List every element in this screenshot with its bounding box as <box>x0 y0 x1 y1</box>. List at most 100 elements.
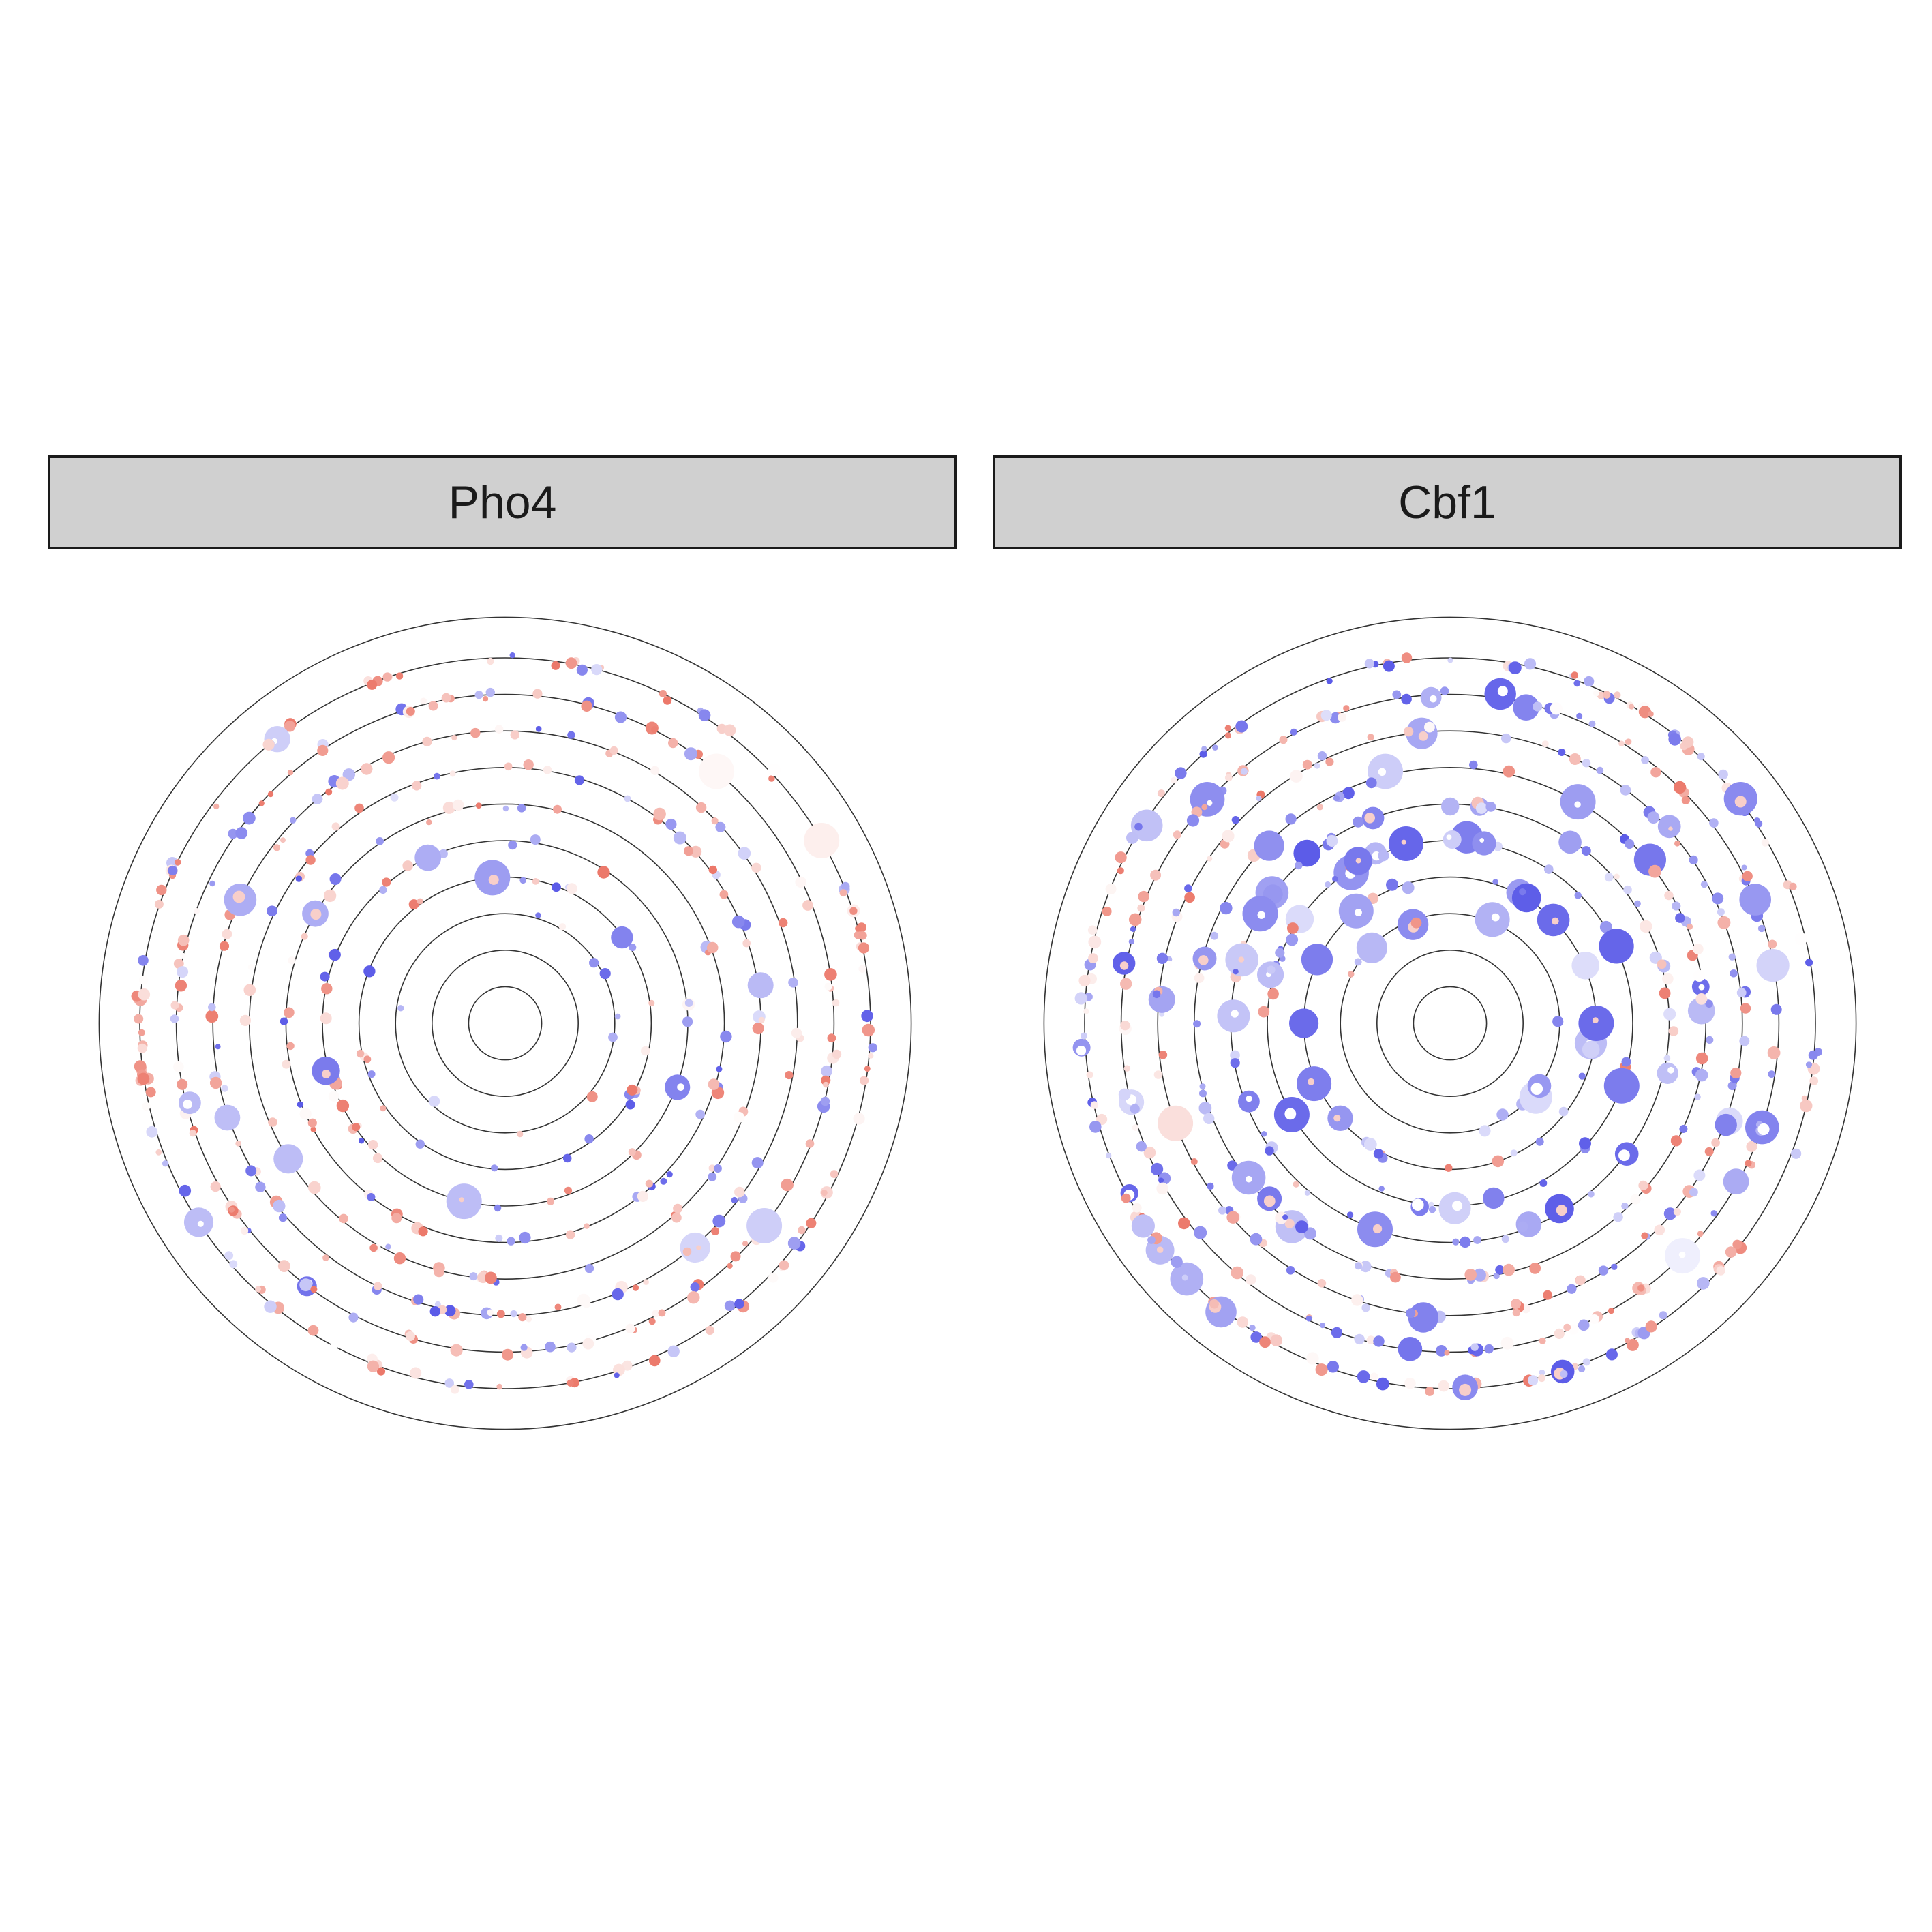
data-point <box>235 827 248 839</box>
data-point <box>154 899 164 909</box>
data-point <box>288 956 296 965</box>
data-point <box>1709 818 1719 828</box>
data-point <box>175 859 181 866</box>
data-point <box>821 1075 831 1085</box>
data-point <box>1295 861 1303 870</box>
inner-data-point <box>1284 1218 1295 1228</box>
data-point <box>1270 1334 1283 1346</box>
data-point <box>660 1177 667 1185</box>
inner-data-point <box>1698 984 1705 991</box>
data-point <box>532 689 543 699</box>
data-point <box>146 1126 158 1138</box>
data-point <box>1538 1374 1546 1383</box>
data-point <box>1588 1190 1595 1198</box>
data-point <box>376 837 384 845</box>
data-point <box>628 1148 636 1156</box>
data-point <box>219 941 230 951</box>
data-point <box>280 837 286 843</box>
data-point <box>651 726 659 734</box>
data-point <box>1495 1265 1505 1275</box>
data-point <box>393 1252 406 1265</box>
data-point <box>1443 830 1462 849</box>
data-point <box>523 759 534 770</box>
data-point <box>1795 933 1808 946</box>
data-point <box>1492 879 1498 885</box>
data-point <box>367 1070 376 1078</box>
data-point <box>239 1014 251 1026</box>
data-point <box>1147 1236 1156 1244</box>
inner-data-point <box>1231 1010 1239 1018</box>
data-point <box>134 1014 144 1024</box>
data-point <box>586 1091 598 1102</box>
data-point <box>1233 969 1239 975</box>
data-point <box>1527 1375 1539 1386</box>
data-point <box>742 1241 749 1247</box>
data-point <box>363 1055 372 1063</box>
data-point <box>558 923 567 931</box>
data-point <box>1137 904 1145 912</box>
data-point <box>526 1316 532 1323</box>
inner-data-point <box>1198 955 1209 965</box>
data-point <box>1293 1181 1299 1188</box>
data-point <box>376 1367 386 1376</box>
data-point <box>1356 932 1387 963</box>
data-point <box>474 691 483 699</box>
data-point <box>509 652 515 659</box>
data-point <box>1621 1057 1631 1067</box>
data-point <box>1582 1358 1590 1366</box>
data-point <box>1745 1160 1752 1167</box>
data-point <box>1199 750 1207 758</box>
data-point <box>576 664 588 676</box>
data-point <box>698 709 711 721</box>
data-point <box>245 1165 257 1177</box>
data-point <box>1767 1046 1781 1059</box>
data-point <box>1637 1284 1645 1292</box>
data-point <box>1363 1138 1377 1151</box>
data-point <box>1186 814 1200 827</box>
data-point <box>1503 1263 1515 1276</box>
points-layer <box>131 652 877 1394</box>
data-point <box>320 1012 332 1025</box>
data-point <box>1524 658 1537 670</box>
data-point <box>267 905 277 917</box>
data-point <box>470 727 481 738</box>
data-point <box>1623 885 1632 894</box>
data-point <box>719 890 729 899</box>
data-point <box>382 877 391 887</box>
data-point <box>361 763 373 775</box>
data-point <box>804 823 840 858</box>
data-point <box>806 1218 817 1228</box>
data-point <box>1194 973 1205 983</box>
data-point <box>1105 884 1117 894</box>
data-point <box>444 1378 454 1388</box>
data-point <box>1290 770 1303 783</box>
data-point <box>1560 1370 1568 1378</box>
data-point <box>422 736 432 746</box>
data-point <box>1567 1284 1577 1294</box>
data-point <box>1199 1089 1207 1098</box>
data-point <box>684 999 693 1007</box>
data-point <box>1574 892 1582 899</box>
data-point <box>614 1372 620 1378</box>
data-point <box>861 1010 873 1023</box>
data-point <box>329 948 341 961</box>
data-point <box>412 781 422 791</box>
data-point <box>1325 881 1331 888</box>
data-point <box>720 1030 732 1043</box>
data-point <box>1286 1266 1295 1275</box>
data-point <box>1150 869 1162 881</box>
data-point <box>1224 725 1231 731</box>
data-point <box>162 1160 169 1167</box>
data-point <box>1287 922 1299 934</box>
data-point <box>145 1087 156 1098</box>
data-point <box>663 696 672 705</box>
data-point <box>1641 1232 1648 1239</box>
data-point <box>1209 1299 1219 1309</box>
data-point <box>1355 1262 1362 1270</box>
data-point <box>724 1300 736 1312</box>
data-point <box>517 804 526 813</box>
data-point <box>1756 949 1790 982</box>
data-point <box>282 1059 291 1069</box>
data-point <box>1673 1207 1681 1216</box>
data-point <box>1207 856 1213 862</box>
